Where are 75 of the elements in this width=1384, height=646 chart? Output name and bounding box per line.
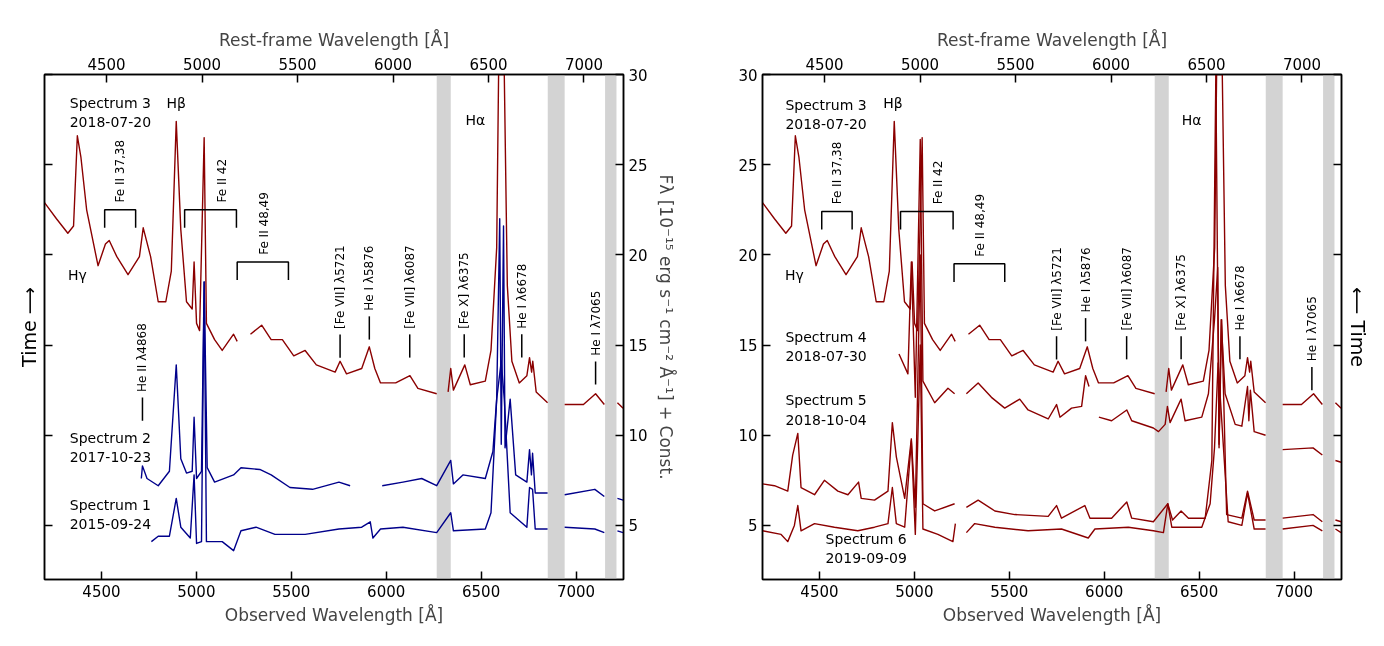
annotation: Fe II 37,38 bbox=[113, 139, 128, 203]
text: Time ⟶ bbox=[17, 287, 40, 368]
annotation: [Fe VII] λ5721 bbox=[333, 245, 348, 329]
annotation: He I λ5876 bbox=[362, 245, 377, 311]
y-tick-label: 5 bbox=[628, 517, 639, 536]
x2-tick-label: 5500 bbox=[278, 55, 317, 74]
annotation: Spectrum 5 2018-10-04 bbox=[785, 392, 867, 428]
annotation: He I λ7065 bbox=[588, 290, 603, 356]
x2-tick-label: 5000 bbox=[900, 55, 940, 74]
annotation: [Fe X] λ6375 bbox=[457, 252, 472, 329]
annotation: Hγ bbox=[785, 266, 804, 283]
y-tick-label: 10 bbox=[628, 427, 648, 446]
annotation: Spectrum 1 2015-09-24 bbox=[69, 496, 152, 533]
annotation: He II λ4868 bbox=[135, 323, 150, 392]
y-tick-label: 25 bbox=[628, 156, 648, 175]
x-tick-label: 6000 bbox=[367, 582, 406, 601]
y-tick-label: 30 bbox=[628, 66, 648, 85]
x-axis-title: Observed Wavelength [Å] bbox=[224, 603, 444, 625]
annotation: Spectrum 3 2018-07-20 bbox=[785, 96, 867, 132]
annotation: Fe II 37,38 bbox=[830, 141, 845, 205]
x-tick-label: 6000 bbox=[1085, 582, 1124, 601]
x-tick-label: 5500 bbox=[272, 582, 311, 601]
annotation: [Fe X] λ6375 bbox=[1174, 254, 1189, 331]
annotation: Hβ bbox=[883, 95, 903, 112]
x-tick-label: 7000 bbox=[1274, 582, 1314, 601]
annotation: Spectrum 2 2017-10-23 bbox=[69, 430, 152, 466]
annotation: Fe II 42 bbox=[215, 158, 230, 203]
annotation: [Fe VII] λ6087 bbox=[1119, 247, 1134, 331]
text: ⟵ Time bbox=[1346, 287, 1369, 367]
x-tick-label: 7000 bbox=[556, 582, 596, 601]
annotation: Hα bbox=[1181, 111, 1202, 128]
x2-tick-label: 4500 bbox=[87, 55, 126, 74]
annotation: Fe II 42 bbox=[930, 160, 945, 205]
x-tick-label: 4500 bbox=[82, 582, 121, 601]
annotation: Hα bbox=[465, 111, 486, 128]
x2-tick-label: 7000 bbox=[1282, 55, 1322, 74]
x-tick-label: 5500 bbox=[990, 582, 1029, 601]
y-tick-label: 25 bbox=[738, 156, 758, 175]
x2-tick-label: 7000 bbox=[564, 55, 604, 74]
x2-tick-label: 6500 bbox=[469, 55, 508, 74]
y-axis-title: Fλ [10⁻¹⁵ erg s⁻¹ cm⁻² Å⁻¹] + Const. bbox=[655, 174, 677, 480]
y-tick-label: 30 bbox=[738, 66, 758, 85]
x2-tick-label: 6000 bbox=[373, 55, 413, 74]
annotation: He I λ5876 bbox=[1078, 247, 1093, 313]
x2-tick-label: 6000 bbox=[1091, 55, 1131, 74]
y-tick-label: 15 bbox=[738, 337, 758, 356]
annotation: [Fe VII] λ6087 bbox=[402, 245, 417, 329]
x-tick-label: 6500 bbox=[462, 582, 501, 601]
x-tick-label: 5000 bbox=[177, 582, 216, 601]
x2-axis-title: Rest-frame Wavelength [Å] bbox=[936, 28, 1168, 50]
annotation: [Fe VII] λ5721 bbox=[1049, 247, 1064, 331]
y-tick-label: 20 bbox=[628, 246, 648, 265]
annotation: Spectrum 6 2019-09-09 bbox=[825, 531, 907, 567]
annotation: Spectrum 3 2018-07-20 bbox=[69, 94, 152, 130]
annotation: Spectrum 4 2018-07-30 bbox=[785, 329, 867, 365]
x-tick-label: 4500 bbox=[800, 582, 839, 601]
x-tick-label: 6500 bbox=[1180, 582, 1219, 601]
annotation: Hβ bbox=[166, 95, 186, 112]
annotation: Fe II 48,49 bbox=[256, 192, 271, 255]
x2-tick-label: 6500 bbox=[1187, 55, 1226, 74]
x2-tick-label: 5500 bbox=[996, 55, 1035, 74]
x-axis-title: Observed Wavelength [Å] bbox=[942, 603, 1162, 625]
x2-tick-label: 4500 bbox=[805, 55, 844, 74]
y-tick-label: 10 bbox=[738, 427, 758, 446]
annotation: He I λ6678 bbox=[1232, 265, 1247, 331]
y-tick-label: 20 bbox=[738, 246, 758, 265]
annotation: Fe II 48,49 bbox=[972, 193, 987, 257]
annotation: Hγ bbox=[67, 266, 87, 283]
x-tick-label: 5000 bbox=[895, 582, 934, 601]
x2-axis-title: Rest-frame Wavelength [Å] bbox=[218, 28, 450, 50]
annotation: He I λ7065 bbox=[1304, 296, 1319, 362]
x2-tick-label: 5000 bbox=[182, 55, 222, 74]
y-tick-label: 15 bbox=[628, 337, 648, 356]
annotation: He I λ6678 bbox=[514, 263, 529, 329]
y-tick-label: 5 bbox=[747, 517, 758, 536]
